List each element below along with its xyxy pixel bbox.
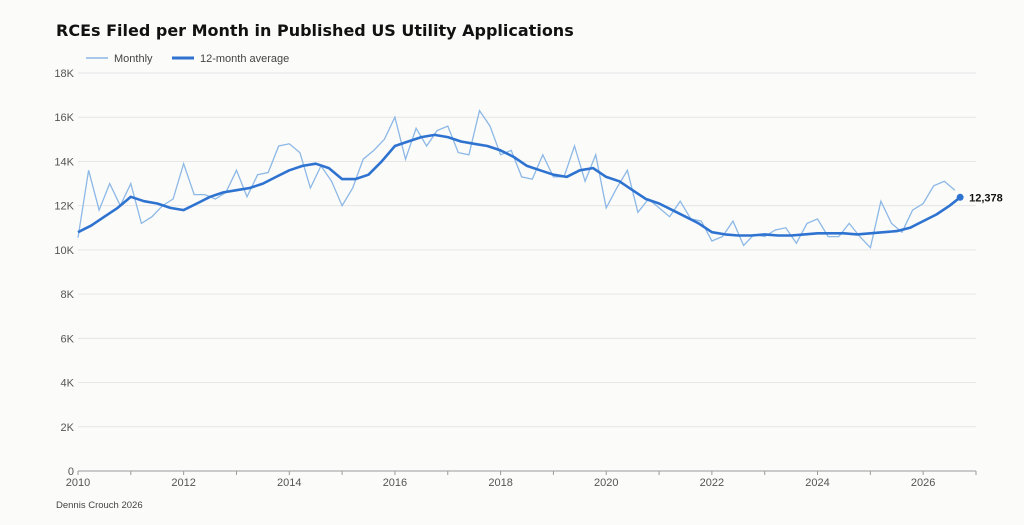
series-monthly-line bbox=[78, 111, 955, 248]
x-tick-label: 2022 bbox=[700, 477, 724, 489]
legend-label-monthly: Monthly bbox=[114, 53, 153, 65]
chart-title: RCEs Filed per Month in Published US Uti… bbox=[56, 21, 574, 40]
end-value-label: 12,378 bbox=[969, 192, 1003, 204]
y-tick-label: 8K bbox=[61, 289, 75, 301]
x-tick-label: 2016 bbox=[383, 477, 407, 489]
x-tick-label: 2014 bbox=[277, 477, 301, 489]
legend: Monthly 12-month average bbox=[86, 53, 289, 65]
y-tick-label: 4K bbox=[61, 378, 75, 390]
end-point-marker bbox=[957, 194, 964, 201]
x-tick-label: 2010 bbox=[66, 477, 90, 489]
x-tick-label: 2026 bbox=[911, 477, 935, 489]
y-axis-ticks: 02K4K6K8K10K12K14K16K18K bbox=[54, 68, 74, 478]
x-axis-ticks: 2010 2012 2014 2016 2018 2020 2022 2024 2026 bbox=[66, 471, 976, 489]
x-tick-label: 2018 bbox=[488, 477, 512, 489]
y-tick-label: 16K bbox=[54, 112, 74, 124]
x-tick-label: 2012 bbox=[171, 477, 195, 489]
credit-text: Dennis Crouch 2026 bbox=[56, 500, 143, 511]
series-average-line bbox=[78, 135, 960, 236]
y-tick-label: 10K bbox=[54, 245, 74, 257]
y-tick-label: 14K bbox=[54, 156, 74, 168]
x-tick-label: 2020 bbox=[594, 477, 618, 489]
grid-lines bbox=[78, 73, 976, 427]
y-tick-label: 6K bbox=[61, 333, 75, 345]
y-tick-label: 18K bbox=[54, 68, 74, 80]
y-tick-label: 2K bbox=[61, 422, 75, 434]
x-tick-label: 2024 bbox=[805, 477, 829, 489]
legend-label-average: 12-month average bbox=[200, 53, 289, 65]
y-tick-label: 12K bbox=[54, 201, 74, 213]
